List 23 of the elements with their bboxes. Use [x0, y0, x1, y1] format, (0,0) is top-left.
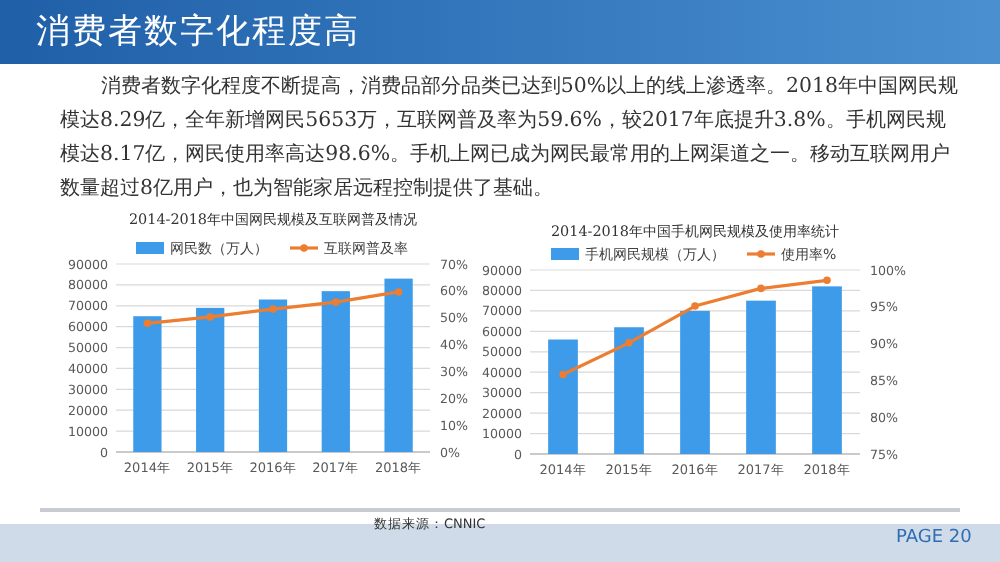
point [394, 288, 403, 296]
bar [384, 278, 413, 452]
point [206, 313, 214, 321]
bar [614, 327, 644, 454]
text: 消费者数字化程度高 [36, 10, 362, 54]
text: PAGE 20 [896, 528, 974, 548]
bar [680, 310, 710, 454]
point [269, 305, 277, 313]
bar [258, 299, 288, 452]
bar [548, 339, 578, 454]
point [625, 339, 633, 347]
point [823, 276, 831, 285]
point [757, 284, 765, 293]
bar [196, 307, 225, 452]
point [691, 302, 699, 310]
bar [812, 286, 842, 454]
point [332, 298, 340, 306]
bar [746, 300, 776, 454]
point [559, 370, 567, 379]
text: 消费者数字化程度不断提高，消费品部分品类已达到50%以上的线上渗透率。2018年中国网民规模达8.29亿，全年新增网民5653万，互联网普及率为59.6%，较2017年底提升3.8%。手机网民规模达8.17亿，网民使用率高达98.6%。手机上网已成为网民最常用的上网渠道之一。移动互联网用户数量超过8亿用户，也为智能家居远程控制提供了基础。 [60, 73, 960, 204]
bar [133, 316, 162, 452]
point [143, 319, 152, 328]
bar [321, 291, 350, 452]
